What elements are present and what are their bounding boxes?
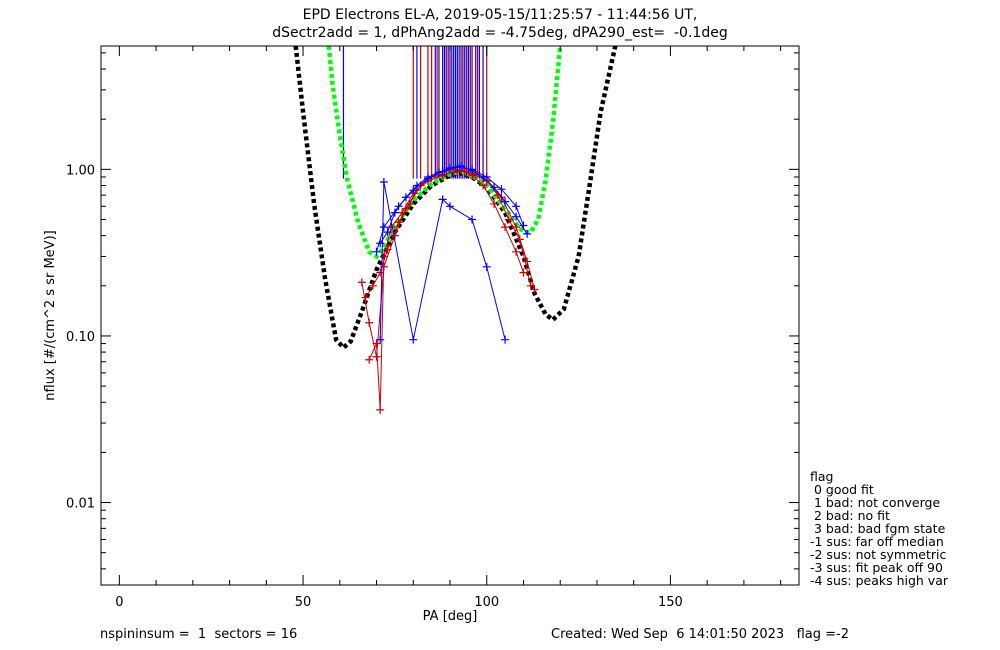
- data-line: [376, 166, 524, 252]
- data-point: [376, 335, 385, 344]
- data-line: [368, 170, 535, 410]
- data-point: [365, 318, 374, 327]
- y-tick-label: 1.00: [66, 163, 95, 178]
- y-tick-label: 0.01: [66, 497, 95, 512]
- legend-entry: 2 bad: no fit: [810, 508, 890, 523]
- chart-subtitle: dSectr2add = 1, dPhAng2add = -4.75deg, d…: [272, 25, 728, 41]
- data-point: [453, 163, 462, 172]
- footer-right: Created: Wed Sep 6 14:01:50 2023 flag =-…: [551, 627, 849, 642]
- data-point: [383, 228, 392, 237]
- data-point: [379, 262, 388, 271]
- data-point: [519, 221, 528, 230]
- data-point: [501, 335, 510, 344]
- data-point: [438, 167, 447, 176]
- data-point: [497, 185, 506, 194]
- legend-entry: 0 good fit: [810, 482, 874, 497]
- data-point: [394, 202, 403, 211]
- legend-title: flag: [810, 469, 834, 484]
- data-point: [468, 215, 477, 224]
- data-point: [390, 208, 399, 217]
- data-point: [379, 177, 388, 186]
- legend-entry: -3 sus: fit peak off 90: [810, 560, 943, 575]
- data-point: [357, 278, 366, 287]
- data-point: [512, 202, 521, 211]
- data-point: [490, 183, 499, 192]
- x-axis-label: PA [deg]: [423, 609, 478, 624]
- x-tick-label: 100: [474, 595, 499, 610]
- data-point: [372, 247, 381, 256]
- y-tick-label: 0.10: [66, 330, 95, 345]
- data-point: [523, 257, 532, 266]
- data-point: [368, 281, 377, 290]
- x-tick-label: 150: [658, 595, 683, 610]
- chart-title: EPD Electrons EL-A, 2019-05-15/11:25:57 …: [302, 7, 698, 23]
- data-point: [457, 161, 466, 170]
- data-point: [530, 285, 539, 294]
- legend-entry: -2 sus: not symmetric: [810, 547, 947, 562]
- data-point: [490, 199, 499, 208]
- data-point: [501, 223, 510, 232]
- legend-entry: 3 bad: bad fgm state: [810, 521, 946, 536]
- legend-entry: 1 bad: not converge: [810, 495, 941, 510]
- y-axis-label: nflux [#/(cm^2 s sr MeV)]: [43, 230, 58, 400]
- data-point: [523, 229, 532, 238]
- legend-entry: -4 sus: peaks high var: [810, 573, 949, 588]
- data-point: [394, 218, 403, 227]
- data-point: [379, 223, 388, 232]
- data-point: [446, 163, 454, 172]
- plot-area: [293, 46, 618, 414]
- data-point: [376, 268, 385, 277]
- data-point: [398, 208, 407, 217]
- data-point: [409, 335, 418, 344]
- data-point: [387, 223, 396, 232]
- legend-entry: -1 sus: far off median: [810, 534, 944, 549]
- data-line: [379, 181, 506, 340]
- data-point: [401, 204, 410, 213]
- data-point: [519, 268, 528, 277]
- x-tick-label: 50: [295, 595, 312, 610]
- data-point: [409, 186, 418, 195]
- data-point: [468, 165, 477, 174]
- data-point: [504, 215, 513, 224]
- data-point: [479, 181, 488, 190]
- data-point: [512, 212, 521, 221]
- fit-curve: [326, 46, 563, 260]
- data-point: [501, 197, 510, 206]
- data-point: [482, 172, 491, 181]
- data-point: [376, 405, 385, 414]
- data-point: [482, 262, 491, 271]
- footer-left: nspininsum = 1 sectors = 16: [100, 627, 298, 642]
- data-point: [365, 355, 374, 364]
- data-point: [423, 174, 432, 183]
- x-tick-label: 0: [115, 595, 123, 610]
- data-point: [438, 195, 447, 204]
- data-point: [379, 252, 388, 261]
- data-point: [401, 193, 410, 202]
- data-point: [512, 247, 521, 256]
- data-point: [446, 202, 454, 211]
- data-point: [372, 352, 381, 361]
- data-point: [512, 223, 521, 232]
